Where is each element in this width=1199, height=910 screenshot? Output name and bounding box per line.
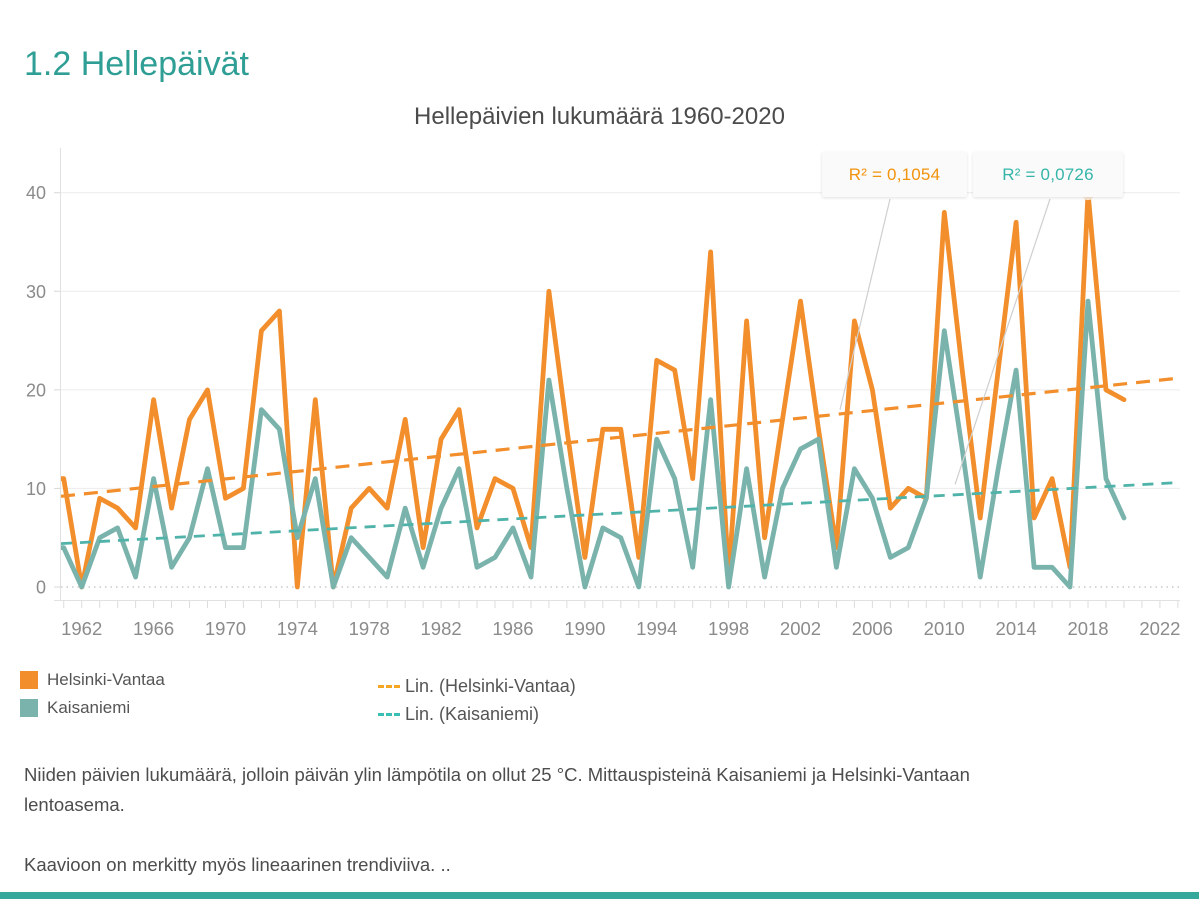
legend-label: Helsinki-Vantaa: [47, 670, 165, 689]
x-axis-label: 1994: [636, 618, 677, 639]
x-axis-label: 1986: [492, 618, 533, 639]
legend-item-kaisaniemi[interactable]: Kaisaniemi: [20, 696, 165, 720]
description-paragraph: Kaavioon on merkitty myös lineaarinen tr…: [24, 854, 451, 875]
trendline-lin-helsinki-vantaa-[interactable]: [60, 376, 1180, 498]
axes: [54, 148, 1180, 601]
legend-item-helsinki-vantaa[interactable]: Helsinki-Vantaa: [20, 668, 165, 692]
page-title: 1.2 Hellepäivät: [24, 44, 249, 83]
y-axis-label: 40: [26, 183, 46, 203]
r2-label-kaisaniemi: R² = 0,0726: [1002, 164, 1094, 184]
line-chart: 0 10 20 30 40 1962 1966 1970 1974 1978 1982 1986 199…: [26, 148, 1180, 639]
x-axis-label: 2014: [996, 618, 1037, 639]
y-axis-labels: 0 10 20 30 40: [26, 183, 60, 598]
orange-dash-icon: [378, 684, 400, 688]
x-axis-label: 2010: [924, 618, 965, 639]
y-axis-label: 30: [26, 282, 46, 302]
kaisaniemi-swatch: [20, 699, 38, 717]
y-axis-label: 0: [36, 578, 46, 598]
x-axis-label: 2002: [780, 618, 821, 639]
series-line-kaisaniemi[interactable]: [46, 298, 1127, 590]
legend-item-lin-helsinki-vantaa[interactable]: Lin. (Helsinki-Vantaa): [378, 674, 576, 698]
x-axis-label: 2006: [852, 618, 893, 639]
leader-line: [839, 198, 891, 410]
legend-label: Lin. (Helsinki-Vantaa): [405, 675, 576, 696]
x-axis-label: 2018: [1067, 618, 1108, 639]
helsinki-vantaa-swatch: [20, 671, 38, 689]
trendline-legend: Lin. (Helsinki-Vantaa) Lin. (Kaisaniemi): [378, 674, 576, 730]
x-axis-label: 1974: [277, 618, 318, 639]
x-axis-label: 1982: [421, 618, 462, 639]
r2-label-helsinki-vantaa: R² = 0,1054: [848, 164, 941, 184]
x-axis-label: 1998: [708, 618, 749, 639]
x-axis-label: 1962: [61, 618, 102, 639]
series-line-helsinki-vantaa[interactable]: [46, 190, 1127, 590]
series-lines: [46, 190, 1127, 590]
leader-line: [954, 198, 1051, 485]
legend-label: Lin. (Kaisaniemi): [405, 703, 540, 724]
legend-item-lin-kaisaniemi[interactable]: Lin. (Kaisaniemi): [378, 702, 576, 726]
y-axis-label: 10: [26, 479, 46, 499]
legend: Helsinki-Vantaa Kaisaniemi: [20, 668, 165, 724]
description-paragraph: Niiden päivien lukumäärä, jolloin päivän…: [24, 764, 970, 815]
y-axis-label: 20: [26, 380, 46, 400]
r2-annotation-kaisaniemi[interactable]: R² = 0,0726: [973, 152, 1123, 197]
r2-annotation-helsinki-vantaa[interactable]: R² = 0,1054: [822, 152, 967, 197]
chart-title: Hellepäivien lukumäärä 1960-2020: [414, 103, 785, 130]
x-axis-label: 1978: [349, 618, 390, 639]
x-axis-label: 1966: [133, 618, 174, 639]
trendline-lin-kaisaniemi-[interactable]: [60, 481, 1180, 546]
teal-dash-icon: [378, 712, 400, 716]
annotation-leader-lines: [839, 198, 1051, 485]
x-axis-label: 2022: [1139, 618, 1180, 639]
x-axis-labels: 1962 1966 1970 1974 1978 1982 1986 1990 1994 1998…: [61, 601, 1180, 639]
bottom-accent-bar: [0, 892, 1199, 899]
x-axis-label: 1970: [205, 618, 246, 639]
legend-label: Kaisaniemi: [47, 698, 131, 717]
chart-description: Niiden päivien lukumäärä, jolloin päivän…: [24, 760, 1184, 910]
x-axis-label: 1990: [564, 618, 605, 639]
